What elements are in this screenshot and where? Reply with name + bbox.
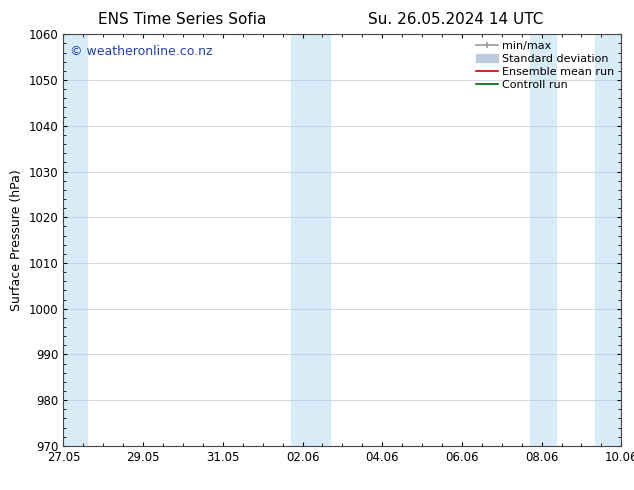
Y-axis label: Surface Pressure (hPa): Surface Pressure (hPa): [10, 169, 23, 311]
Bar: [595, 34, 621, 446]
Legend: min/max, Standard deviation, Ensemble mean run, Controll run: min/max, Standard deviation, Ensemble me…: [472, 38, 618, 93]
Bar: [63, 34, 87, 446]
Text: ENS Time Series Sofia: ENS Time Series Sofia: [98, 12, 266, 27]
Text: Su. 26.05.2024 14 UTC: Su. 26.05.2024 14 UTC: [368, 12, 543, 27]
Bar: [290, 34, 330, 446]
Bar: [529, 34, 555, 446]
Text: © weatheronline.co.nz: © weatheronline.co.nz: [70, 45, 212, 58]
